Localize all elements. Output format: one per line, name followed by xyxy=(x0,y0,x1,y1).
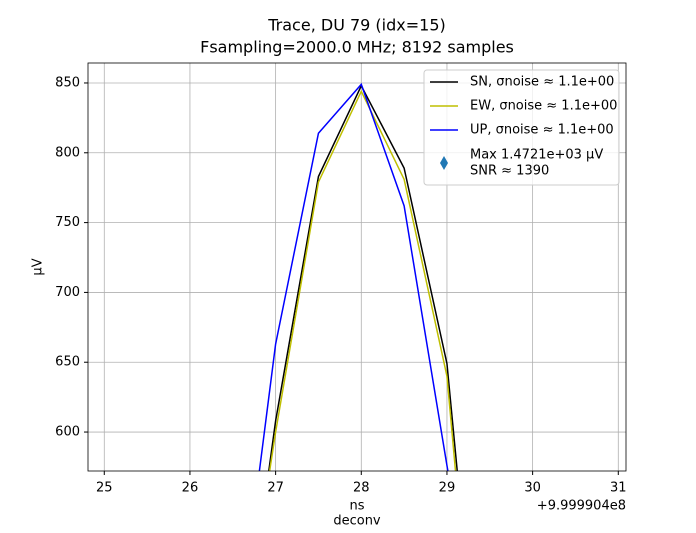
x-tick-label: 27 xyxy=(267,481,284,496)
legend-annotation: Max 1.4721e+03 μV xyxy=(470,148,603,163)
x-tick-label: 28 xyxy=(353,481,370,496)
legend-box xyxy=(423,69,620,186)
x-axis-label: ns xyxy=(349,499,364,514)
legend-label: EW, σnoise ≈ 1.1e+00 xyxy=(470,99,617,114)
x-offset: +9.999904e8 xyxy=(537,499,626,514)
legend-annotation: SNR ≈ 1390 xyxy=(470,164,549,179)
series-line xyxy=(258,82,449,471)
y-tick-label: 600 xyxy=(55,425,80,440)
y-tick-label: 750 xyxy=(55,215,80,230)
series-line xyxy=(268,89,457,471)
legend-label: SN, σnoise ≈ 1.1e+00 xyxy=(470,75,614,90)
y-tick-label: 800 xyxy=(55,145,80,160)
legend-label: UP, σnoise ≈ 1.1e+00 xyxy=(470,123,614,138)
chart-subtitle: Fsampling=2000.0 MHz; 8192 samples xyxy=(200,38,514,57)
x-tick-label: 26 xyxy=(182,481,199,496)
x-axis-label-2: deconv xyxy=(333,514,381,529)
legend: SN, σnoise ≈ 1.1e+00 EW, σnoise ≈ 1.1e+00… xyxy=(423,69,620,186)
x-tick-label: 31 xyxy=(610,481,627,496)
x-tick-label: 29 xyxy=(439,481,456,496)
ticks: 25 26 27 28 29 30 31 600 650 700 750 800 850 xyxy=(55,75,626,495)
axes-frame xyxy=(87,62,627,472)
x-tick-label: 30 xyxy=(524,481,541,496)
chart-title: Trace, DU 79 (idx=15) xyxy=(267,16,446,35)
plot-area xyxy=(258,82,458,471)
legend-marker xyxy=(440,156,448,170)
y-tick-label: 650 xyxy=(55,355,80,370)
y-axis-label: μV xyxy=(31,258,46,275)
y-tick-label: 700 xyxy=(55,285,80,300)
y-tick-label: 850 xyxy=(55,75,80,90)
x-tick-label: 25 xyxy=(96,481,113,496)
